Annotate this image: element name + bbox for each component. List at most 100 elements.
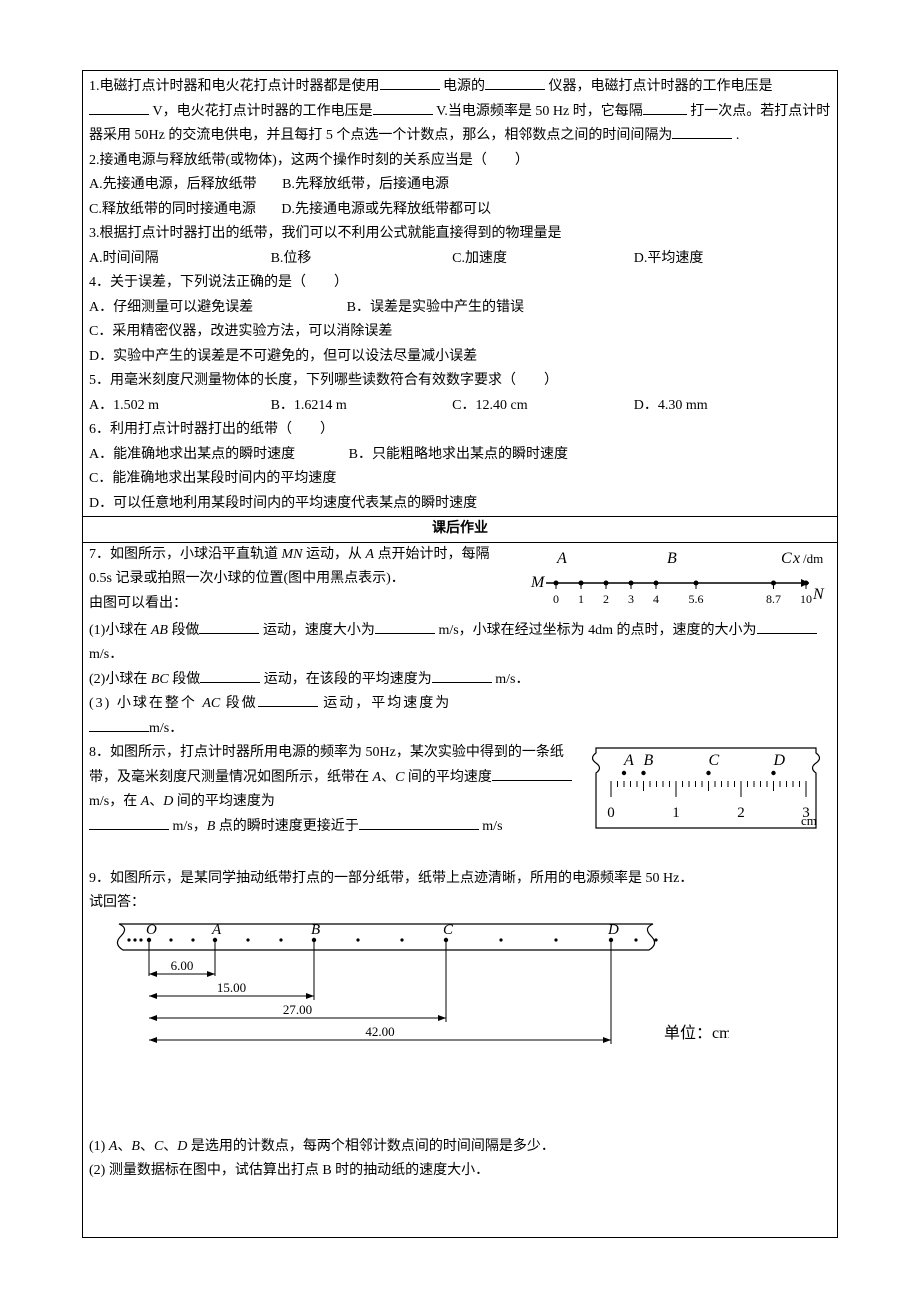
q3-opts: A.时间间隔 B.位移 C.加速度 D.平均速度 [89, 247, 831, 272]
t: 运动，从 [306, 547, 366, 562]
q5-stem: 5．用毫米刻度尺测量物体的长度，下列哪些读数符合有效数字要求（ ） [89, 369, 831, 394]
t: 运动，平均速度为 [323, 696, 451, 711]
svg-text:A: A [623, 752, 634, 769]
q4-optC: C．采用精密仪器，改进实验方法，可以消除误差 [89, 320, 831, 345]
svg-text:D: D [607, 922, 619, 938]
blank [485, 75, 545, 90]
t: 段做 [226, 696, 258, 711]
q7-p1: (1)小球在 AB 段做 运动，速度大小为 m/s，小球在经过坐标为 4dm 的… [89, 619, 831, 668]
q4-optD: D．实验中产生的误差是不可避免的，但可以设法尽量减小误差 [89, 345, 831, 370]
q2-opts-2: C.释放纸带的同时接通电源 D.先接通电源或先释放纸带都可以 [89, 198, 831, 223]
t: 间的平均速度为 [177, 794, 275, 809]
t: 间的平均速度 [408, 770, 492, 785]
q1-t0: 1.电磁打点计时器和电火花打点计时器都是使用 [89, 79, 380, 94]
q1-t2: 仪器，电磁打点计时器的工作电压是 [549, 79, 773, 94]
q6-optD: D．可以任意地利用某段时间内的平均速度代表某点的瞬时速度 [89, 492, 831, 517]
q2-optA: A.先接通电源，后释放纸带 [89, 173, 257, 198]
svg-text:x: x [792, 550, 800, 567]
svg-text:O: O [146, 922, 157, 938]
pre-hw-cell: 1.电磁打点计时器和电火花打点计时器都是使用 电源的 仪器，电磁打点计时器的工作… [83, 71, 837, 1237]
q7-p2: (2)小球在 BC 段做 运动，在该段的平均速度为 m/s． [89, 668, 831, 693]
q3-optB: B.位移 [271, 247, 449, 272]
svg-text:10: 10 [800, 592, 812, 606]
q5-optD: D．4.30 mm [634, 394, 812, 419]
svg-text:B: B [667, 550, 677, 567]
q8-figure: ABCD 0123 cm [591, 743, 831, 838]
MN: MN [282, 547, 303, 562]
AC: AC [202, 696, 220, 711]
q1: 1.电磁打点计时器和电火花打点计时器都是使用 电源的 仪器，电磁打点计时器的工作… [89, 75, 831, 149]
q1-t6: . [736, 128, 740, 143]
q5-opts: A．1.502 m B．1.6214 m C．12.40 cm D．4.30 m… [89, 394, 831, 419]
q2-optD: D.先接通电源或先释放纸带都可以 [281, 198, 491, 223]
AB: AB [151, 623, 168, 638]
q1-t1: 电源的 [443, 79, 485, 94]
B: B [207, 819, 216, 834]
q6-stem: 6．利用打点计时器打出的纸带（ ） [89, 418, 831, 443]
q6-optB: B．只能粗略地求出某点的瞬时速度 [349, 443, 568, 468]
q2-optC: C.释放纸带的同时接通电源 [89, 198, 256, 223]
q9-try: 试回答： [89, 891, 831, 916]
q1-t3: V，电火花打点计时器的工作电压是 [153, 104, 373, 119]
t: (2)小球在 [89, 672, 151, 687]
t: 运动，速度大小为 [263, 623, 375, 638]
t: (1)小球在 [89, 623, 151, 638]
svg-text:3: 3 [628, 592, 634, 606]
blank [672, 124, 732, 139]
t: (3) 小球在整个 [89, 696, 202, 711]
q2-optB: B.先释放纸带，后接通电源 [282, 173, 449, 198]
svg-text:1: 1 [672, 805, 680, 821]
q3-optD: D.平均速度 [634, 247, 812, 272]
blank [89, 717, 149, 732]
q5-optB: B．1.6214 m [271, 394, 449, 419]
q7-p3: (3) 小球在整个 AC 段做 运动，平均速度为 m/s． [89, 692, 831, 741]
svg-text:42.00: 42.00 [365, 1024, 394, 1039]
svg-text:8.7: 8.7 [766, 592, 781, 606]
D: D [163, 794, 173, 809]
C: C [395, 770, 404, 785]
svg-text:A: A [556, 550, 567, 567]
svg-text:2: 2 [737, 805, 745, 821]
svg-text:2: 2 [603, 592, 609, 606]
t: m/s [482, 819, 502, 834]
blank [432, 668, 492, 683]
svg-text:C: C [709, 752, 720, 769]
blank [89, 100, 149, 115]
q9-sub2: (2) 测量数据标在图中，试估算出打点 B 时的抽动纸的速度大小． [89, 1159, 831, 1184]
t: 段做 [172, 672, 200, 687]
q9-figure: OABCD 6.0015.0027.0042.00 单位：cm [89, 916, 831, 1086]
blank [757, 619, 817, 634]
svg-text:B: B [644, 752, 654, 769]
svg-text:cm: cm [801, 813, 817, 828]
t: m/s． [495, 672, 529, 687]
t: 点的瞬时速度更接近于 [219, 819, 359, 834]
A: A [141, 794, 150, 809]
svg-text:C: C [443, 922, 454, 938]
q4-opts-1: A．仔细测量可以避免误差 B．误差是实验中产生的错误 [89, 296, 831, 321]
main-section: 1.电磁打点计时器和电火花打点计时器都是使用 电源的 仪器，电磁打点计时器的工作… [82, 70, 838, 1238]
blank [200, 668, 260, 683]
blank [492, 766, 572, 781]
svg-text:A: A [211, 922, 222, 938]
svg-text:0: 0 [553, 592, 559, 606]
t: 段做 [171, 623, 199, 638]
q5-optC: C．12.40 cm [452, 394, 630, 419]
q3-stem: 3.根据打点计时器打出的纸带，我们可以不利用公式就能直接得到的物理量是 [89, 222, 831, 247]
svg-text:0: 0 [607, 805, 615, 821]
A: A [366, 547, 375, 562]
t: 7．如图所示，小球沿平直轨道 [89, 547, 282, 562]
svg-text:B: B [311, 922, 320, 938]
q4-optA: A．仔细测量可以避免误差 [89, 296, 253, 321]
blank [373, 100, 433, 115]
blank [380, 75, 440, 90]
q6-optA: A．能准确地求出某点的瞬时速度 [89, 443, 295, 468]
BC: BC [151, 672, 169, 687]
q2-opts-1: A.先接通电源，后释放纸带 B.先释放纸带，后接通电源 [89, 173, 831, 198]
blank [375, 619, 435, 634]
hw-title: 课后作业 [89, 517, 831, 542]
t: m/s，在 [89, 794, 141, 809]
q3-optA: A.时间间隔 [89, 247, 267, 272]
q6-opts-1: A．能准确地求出某点的瞬时速度 B．只能粗略地求出某点的瞬时速度 [89, 443, 831, 468]
q5-optA: A．1.502 m [89, 394, 267, 419]
blank [89, 815, 169, 830]
